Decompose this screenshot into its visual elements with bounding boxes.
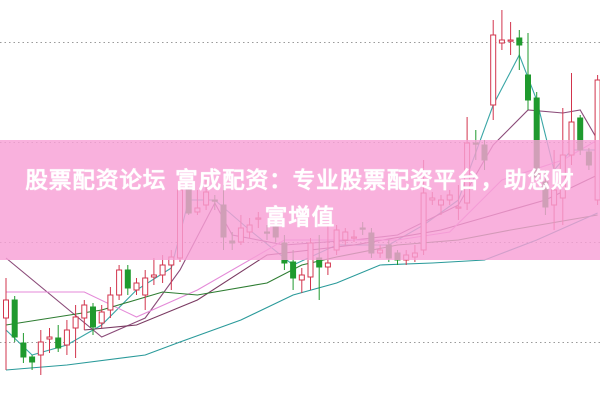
candle-body [3, 299, 9, 319]
candle [525, 33, 531, 110]
candle-body [298, 274, 305, 281]
candle [150, 258, 157, 285]
candle-body [133, 282, 140, 291]
candle [90, 303, 96, 335]
candle-body [142, 277, 149, 296]
candle-body [55, 337, 62, 349]
title-banner [0, 140, 600, 260]
candle [116, 265, 123, 300]
candle-body [498, 39, 505, 44]
candle [516, 30, 523, 70]
candle-body [98, 311, 105, 324]
candle [37, 330, 44, 375]
candle-body [507, 39, 514, 42]
candle [490, 20, 497, 120]
candle-body [124, 269, 131, 289]
candle [133, 278, 140, 295]
article-title: 股票配资论坛 富成配资：专业股票配资平台，助您财富增值 [25, 168, 575, 231]
candle-body [37, 341, 44, 356]
candle-body [90, 306, 96, 328]
candle-body [11, 299, 18, 338]
candle [498, 10, 505, 50]
candle-body [20, 342, 27, 358]
candle [107, 287, 114, 318]
candle-body [516, 37, 523, 46]
candle [124, 265, 131, 295]
candle [20, 333, 27, 363]
candle [81, 300, 88, 330]
candle [72, 305, 79, 358]
candle-body [46, 336, 53, 340]
candle-body [116, 269, 123, 296]
candle-body [29, 356, 36, 363]
candle [46, 328, 53, 353]
candle-body [150, 274, 157, 278]
candle [3, 278, 9, 370]
candle [55, 325, 62, 352]
candle-body [107, 294, 114, 311]
candle-body [81, 304, 88, 319]
candle-body [525, 74, 531, 101]
candle-body [159, 264, 166, 276]
candle [507, 22, 514, 55]
candle-body [490, 34, 497, 106]
candle-body [72, 316, 79, 329]
candle [11, 296, 18, 342]
candle-body [324, 262, 331, 268]
candle-body [290, 261, 297, 279]
candle [29, 355, 36, 370]
candle [142, 270, 149, 310]
candle [298, 268, 305, 293]
candle-body [63, 329, 70, 346]
candle [98, 305, 105, 328]
candle [63, 320, 70, 355]
